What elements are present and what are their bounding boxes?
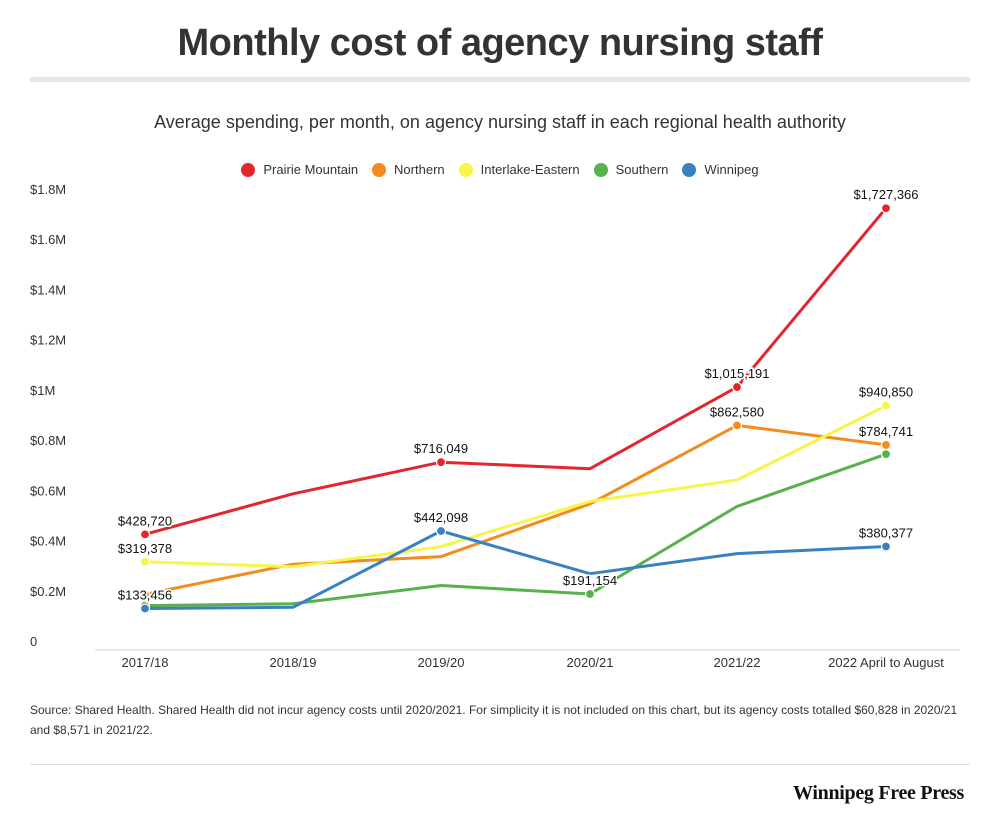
y-tick-label: $0.2M (30, 584, 66, 599)
legend-item-prairie-mountain[interactable]: Prairie Mountain (241, 162, 358, 177)
source-note: Source: Shared Health. Shared Health did… (30, 703, 958, 737)
series-line-prairie-mountain (143, 206, 888, 536)
y-tick-label: $1.6M (30, 232, 66, 247)
legend-dot-interlake-eastern (458, 162, 473, 177)
publisher-logo: Winnipeg Free Press (793, 782, 964, 804)
line-chart: 0 $0.2M $0.4M $0.6M $0.8M $1M $1.2M $1.4M $1.6M $… (30, 182, 960, 670)
series-line-winnipeg (143, 529, 888, 610)
series-line-southern (143, 452, 888, 608)
y-tick-label: $1.8M (30, 182, 66, 197)
y-tick-label: 0 (30, 634, 37, 649)
data-point-prairie-mountain (880, 203, 892, 214)
y-tick-label: $1M (30, 383, 55, 398)
legend-label-northern: Northern (394, 162, 445, 177)
legend-dot-northern (372, 162, 387, 177)
data-point-prairie-mountain (731, 381, 743, 393)
chart-title: Monthly cost of agency nursing staff (177, 22, 823, 64)
legend-label-southern: Southern (615, 162, 669, 177)
data-label-northern: $862,580 (710, 404, 764, 419)
x-tick-label: 2020/21 (567, 655, 614, 670)
data-label-prairie-mountain: $1,727,366 (853, 187, 918, 202)
legend: Prairie Mountain Northern Interlake-East… (0, 162, 1000, 177)
legend-item-winnipeg[interactable]: Winnipeg (682, 162, 759, 177)
data-point-prairie-mountain (139, 529, 151, 540)
data-point-southern (584, 588, 596, 600)
data-label-prairie-mountain: $428,720 (118, 513, 172, 528)
x-tick-label: 2022 April to August (828, 655, 944, 670)
data-point-interlake-eastern (139, 556, 151, 567)
legend-label-interlake-eastern: Interlake-Eastern (480, 162, 580, 177)
series-line-interlake-eastern (143, 404, 888, 569)
legend-item-interlake-eastern[interactable]: Interlake-Eastern (458, 162, 580, 177)
legend-dot-southern (593, 162, 608, 177)
data-label-interlake-eastern: $319,378 (118, 541, 172, 556)
legend-item-southern[interactable]: Southern (593, 162, 669, 177)
data-point-winnipeg (435, 525, 447, 537)
legend-dot-winnipeg (682, 162, 697, 177)
data-label-winnipeg: $442,098 (414, 510, 468, 525)
data-label-prairie-mountain: $1,015,191 (704, 366, 769, 381)
data-point-northern (880, 439, 892, 451)
y-tick-label: $1.2M (30, 333, 66, 348)
data-point-northern (139, 589, 151, 600)
title-divider (30, 77, 970, 82)
x-tick-label: 2018/19 (270, 655, 317, 670)
y-tick-label: $0.8M (30, 433, 66, 448)
data-point-winnipeg (139, 603, 151, 614)
chart-subtitle: Average spending, per month, on agency n… (154, 112, 846, 132)
legend-label-winnipeg: Winnipeg (704, 162, 759, 177)
data-label-southern: $191,154 (563, 573, 617, 588)
y-tick-label: $0.6M (30, 483, 66, 498)
x-tick-label: 2019/20 (418, 655, 465, 670)
data-point-northern (731, 420, 743, 431)
x-tick-label: 2021/22 (714, 655, 761, 670)
data-label-northern: $784,741 (859, 424, 913, 439)
legend-label-prairie-mountain: Prairie Mountain (263, 162, 359, 177)
data-label-winnipeg: $133,456 (118, 587, 172, 602)
data-point-interlake-eastern (880, 400, 892, 411)
y-tick-label: $1.4M (30, 282, 66, 297)
x-tick-label: 2017/18 (122, 655, 169, 670)
data-label-prairie-mountain: $716,049 (414, 441, 468, 456)
data-point-winnipeg (880, 541, 892, 552)
y-tick-label: $0.4M (30, 534, 66, 549)
data-point-prairie-mountain (435, 457, 447, 468)
data-label-winnipeg: $380,377 (859, 525, 913, 540)
footer-divider (30, 764, 970, 765)
data-point-southern (880, 449, 892, 460)
data-label-interlake-eastern: $940,850 (859, 385, 913, 400)
legend-dot-prairie-mountain (241, 162, 256, 177)
legend-item-northern[interactable]: Northern (372, 162, 445, 177)
series-line-northern (143, 423, 888, 596)
